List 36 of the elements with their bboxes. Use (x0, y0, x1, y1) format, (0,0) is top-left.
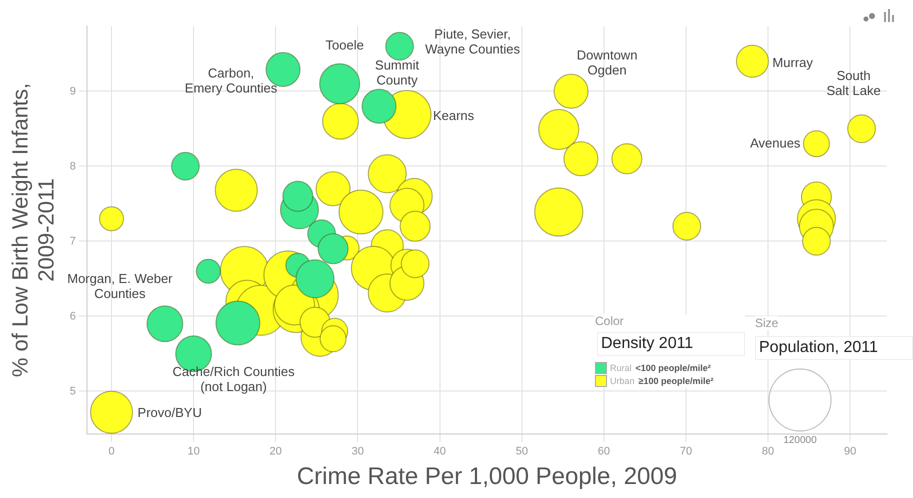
y-tick-label: 8 (70, 160, 76, 172)
annotation: Downtown Ogden (576, 47, 638, 78)
y-axis-title: % of Low Birth Weight Infants, 2009-2011 (7, 82, 59, 378)
legend-label: Rural <100 people/mile² (610, 363, 711, 373)
x-tick-label: 30 (352, 446, 364, 458)
annotation: Tooele (326, 37, 364, 52)
annotation: Piute, Sevier, Wayne Counties (425, 26, 521, 56)
x-tick-label: 10 (187, 446, 200, 458)
annotation: Carbon, Emery Counties (184, 66, 278, 96)
x-tick-label: 80 (762, 446, 774, 458)
annotation: Cache/Rich Counties (not Logan) (172, 364, 296, 394)
y-tick-label: 5 (70, 385, 76, 398)
legend-label: Urban ≥100 people/mile² (610, 376, 714, 386)
y-tick-label: 7 (70, 235, 76, 248)
legend-label: 120000 (783, 434, 818, 446)
x-tick-label: 90 (844, 446, 856, 458)
annotation: Morgan, E. Weber Counties (67, 270, 174, 301)
annotation: South Salt Lake (826, 68, 881, 98)
x-tick-label: 0 (108, 446, 115, 458)
annotation: Provo/BYU (138, 404, 202, 420)
annotation: Population, 2011 (755, 336, 913, 360)
annotation: Avenues (750, 135, 801, 150)
x-tick-label: 40 (434, 446, 446, 458)
x-tick-label: 20 (270, 446, 282, 458)
annotation: Size (755, 316, 778, 330)
y-tick-label: 9 (70, 85, 76, 98)
y-tick-label: 6 (70, 310, 76, 322)
x-tick-label: 50 (516, 446, 528, 458)
x-tick-label: 60 (598, 446, 610, 458)
x-axis-title: Crime Rate Per 1,000 People, 2009 (296, 463, 678, 490)
annotation: Murray (772, 54, 814, 70)
x-tick-label: 70 (680, 446, 692, 458)
legend-title: Density 2011 (597, 332, 745, 356)
annotation: Kearns (432, 108, 475, 124)
annotation: Summit County (375, 57, 420, 88)
annotation: Color (595, 314, 625, 328)
